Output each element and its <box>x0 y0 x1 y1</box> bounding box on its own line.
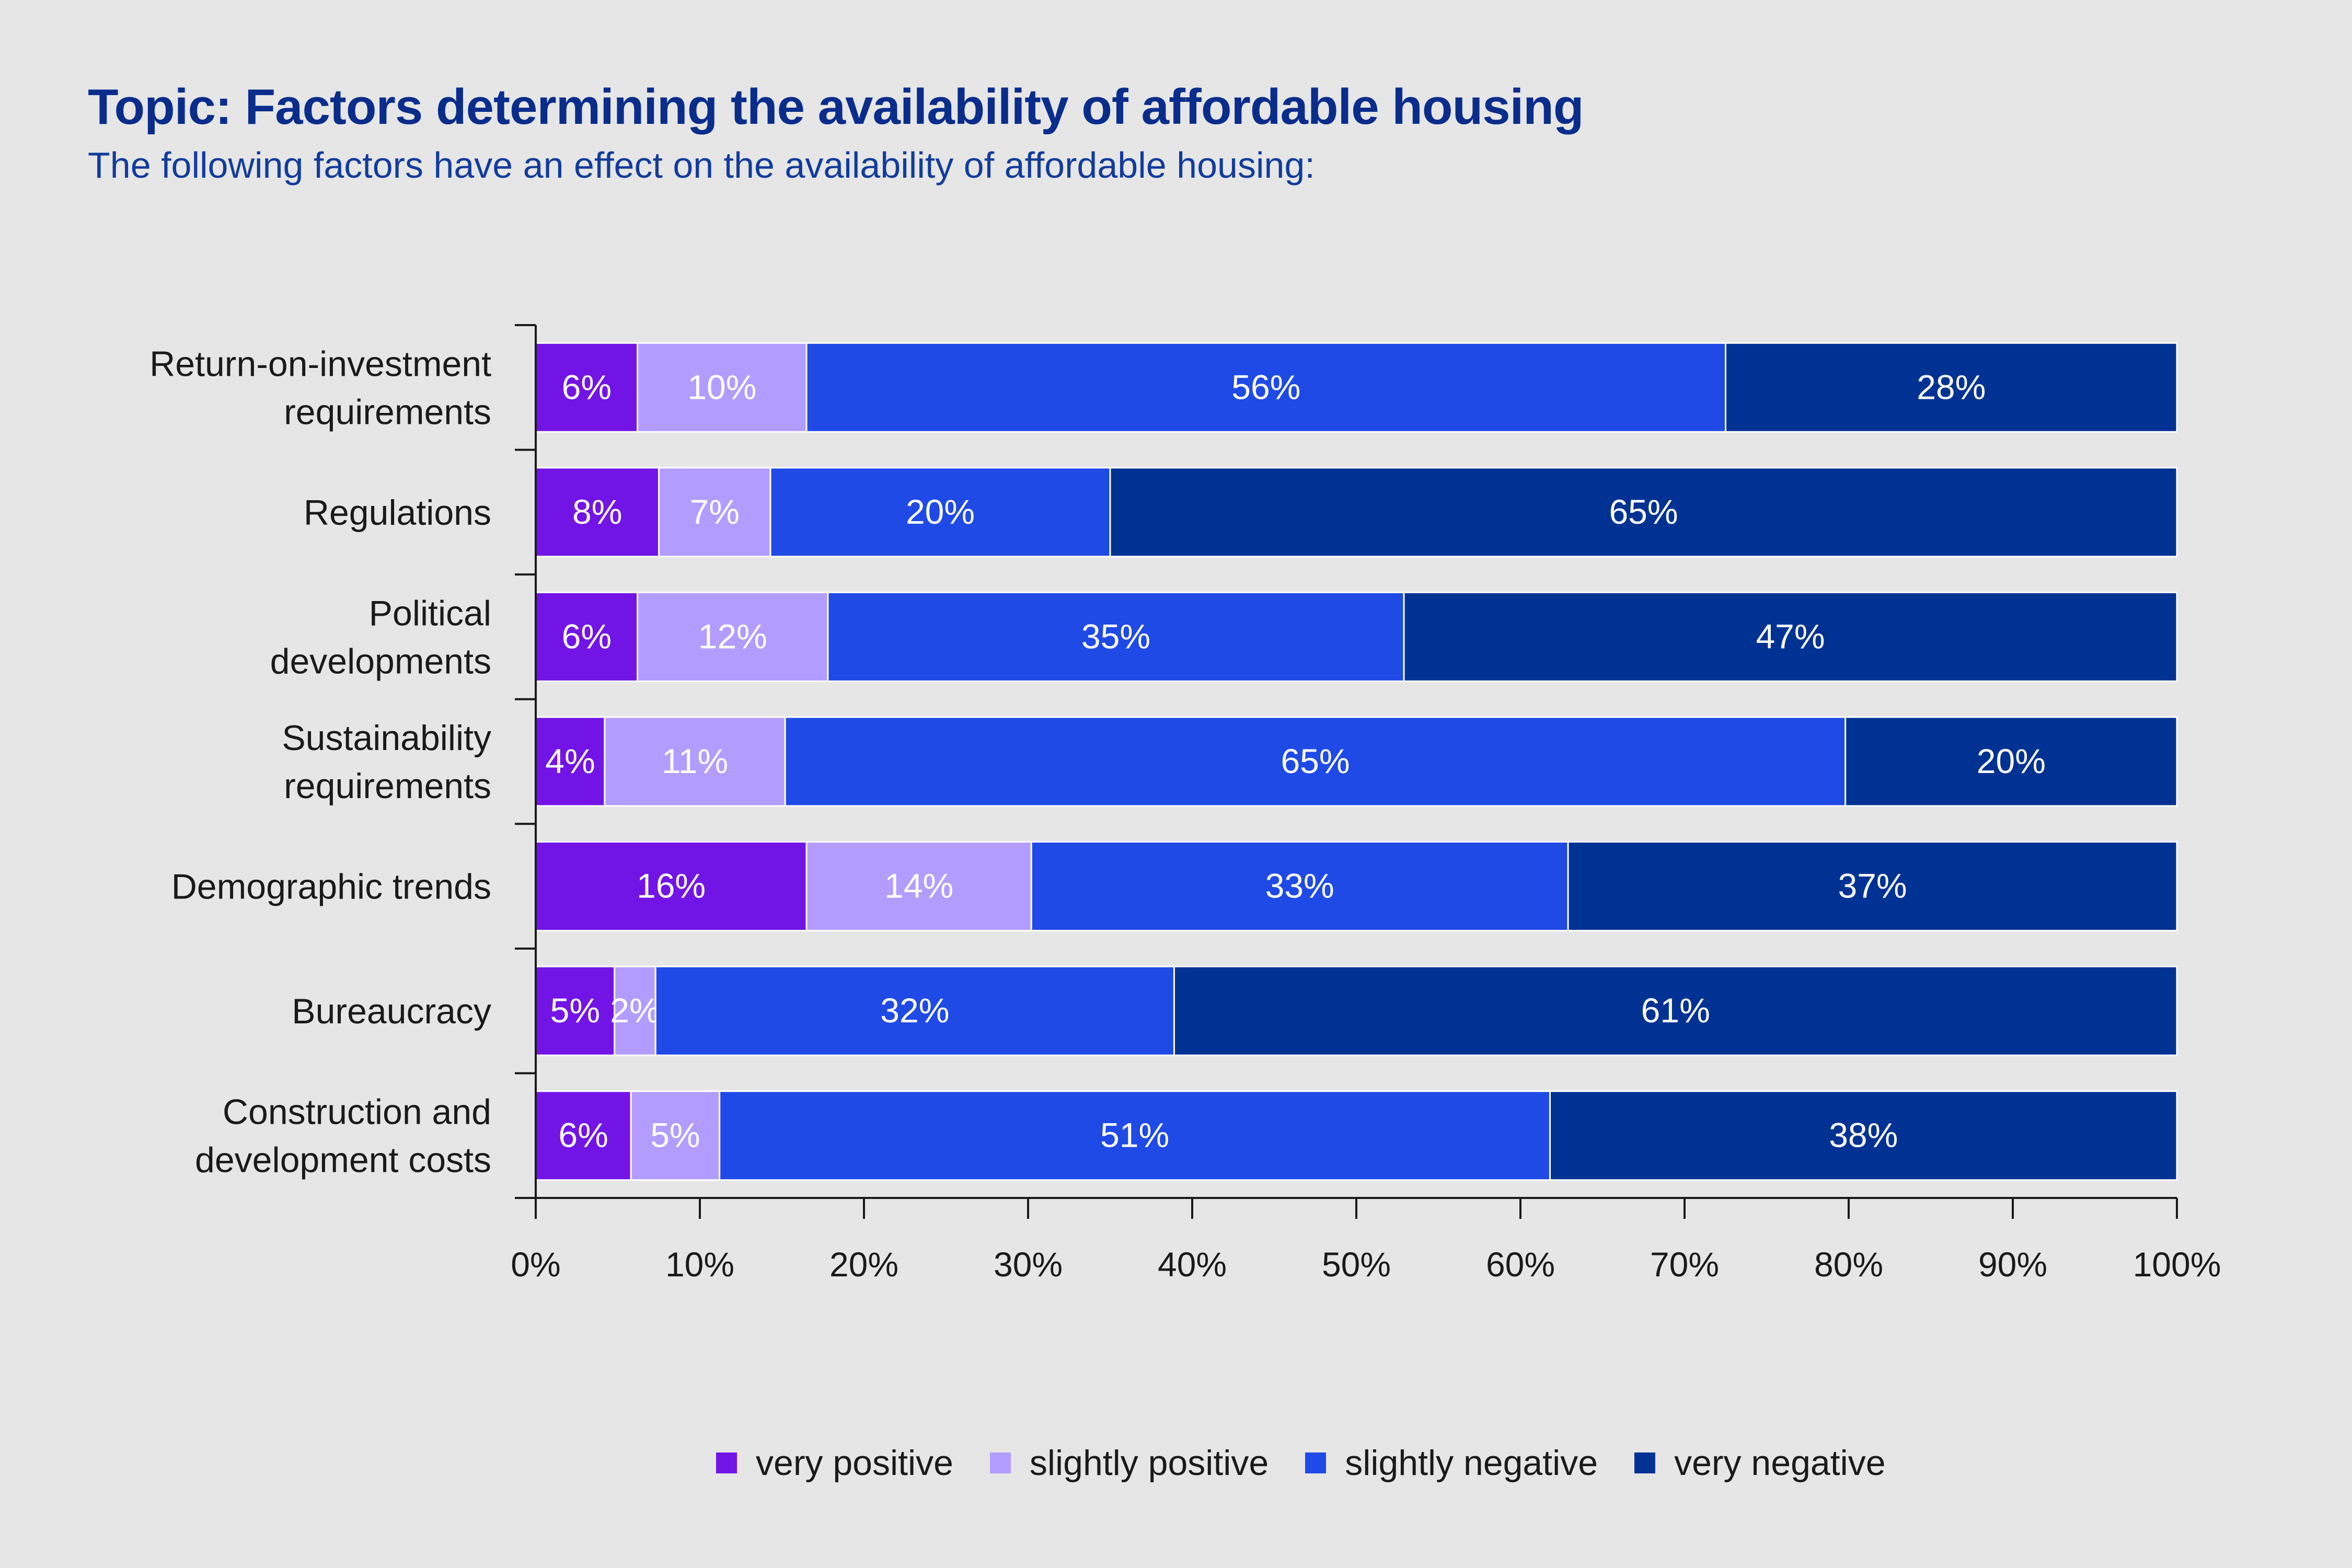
x-tick-label: 80% <box>1814 1245 1883 1284</box>
bar-segment <box>637 591 829 682</box>
legend-label: slightly positive <box>1029 1443 1269 1483</box>
legend-label: very negative <box>1674 1443 1886 1483</box>
legend-item-slightly-negative: slightly negative <box>1305 1443 1598 1483</box>
bar-segment <box>1549 1090 2178 1181</box>
chart-subtitle: The following factors have an effect on … <box>88 145 1315 186</box>
category-label: development costs <box>195 1140 491 1180</box>
data-label: 32% <box>880 991 949 1030</box>
x-tick-label: 90% <box>1978 1245 2047 1284</box>
category-label: Political <box>369 593 491 633</box>
data-label: 28% <box>1917 367 1986 406</box>
data-label: 2% <box>610 991 660 1030</box>
x-tick-label: 50% <box>1322 1245 1391 1284</box>
bar-segment <box>535 591 639 682</box>
legend-item-very-negative: very negative <box>1634 1443 1886 1483</box>
data-label: 20% <box>906 492 975 531</box>
legend-swatch <box>989 1452 1011 1473</box>
x-tick-label: 30% <box>994 1245 1063 1284</box>
x-tick-label: 40% <box>1158 1245 1227 1284</box>
data-label: 47% <box>1756 617 1825 655</box>
legend-item-slightly-positive: slightly positive <box>989 1443 1269 1483</box>
data-label: 5% <box>650 1116 700 1155</box>
x-tick-label: 10% <box>665 1245 734 1284</box>
category-label: Sustainability <box>282 718 491 758</box>
category-label: Bureaucracy <box>292 991 491 1031</box>
category-label: developments <box>270 641 491 681</box>
data-label: 16% <box>637 867 706 905</box>
bar-segment <box>1403 591 2178 682</box>
bar-segment <box>805 841 1032 932</box>
data-label: 33% <box>1265 867 1334 905</box>
bar-segment <box>604 716 786 807</box>
data-label: 20% <box>1977 742 2046 780</box>
legend-item-very-positive: very positive <box>716 1443 953 1483</box>
data-label: 14% <box>884 867 953 905</box>
legend-label: slightly negative <box>1345 1443 1598 1483</box>
data-label: 7% <box>690 492 740 531</box>
bar-segment <box>630 1090 721 1181</box>
data-label: 65% <box>1609 492 1678 531</box>
bar-segment <box>535 841 808 932</box>
x-tick-label: 0% <box>511 1245 560 1284</box>
category-label: requirements <box>284 766 491 806</box>
data-label: 6% <box>558 1116 608 1155</box>
bar-segment <box>827 591 1405 682</box>
data-label: 56% <box>1231 367 1300 406</box>
bar-segment <box>719 1090 1551 1181</box>
data-label: 6% <box>562 617 612 655</box>
chart-title: Topic: Factors determining the availabil… <box>88 79 1584 135</box>
category-label: Return-on-investment <box>149 344 491 384</box>
data-label: 6% <box>562 367 612 406</box>
data-label: 11% <box>662 742 728 780</box>
data-label: 35% <box>1081 617 1150 655</box>
bar-segment <box>769 467 1111 558</box>
bar-segment <box>1173 965 2178 1056</box>
legend-swatch <box>716 1452 737 1473</box>
bar-segment <box>535 467 660 558</box>
bar-segment <box>1844 716 2178 807</box>
bar-segment <box>535 342 639 433</box>
x-tick-label: 60% <box>1486 1245 1555 1284</box>
x-tick-label: 70% <box>1650 1245 1719 1284</box>
bar-segment <box>1567 841 2178 932</box>
data-label: 8% <box>572 492 622 531</box>
x-tick-label: 100% <box>2133 1245 2221 1284</box>
data-label: 51% <box>1100 1116 1169 1155</box>
bar-segment <box>535 716 606 807</box>
legend-swatch <box>1305 1452 1327 1473</box>
data-label: 12% <box>698 617 767 655</box>
category-label: Demographic trends <box>171 867 491 907</box>
data-label: 61% <box>1641 991 1710 1030</box>
bar-segment <box>805 342 1726 433</box>
data-label: 5% <box>550 991 600 1030</box>
x-tick-label: 20% <box>829 1245 898 1284</box>
bar-segment <box>654 965 1175 1056</box>
legend-label: very positive <box>756 1443 953 1483</box>
data-label: 4% <box>545 742 595 780</box>
category-label: requirements <box>284 392 491 432</box>
data-label: 65% <box>1281 742 1350 780</box>
legend: very positive slightly positive slightly… <box>716 1443 1922 1483</box>
legend-swatch <box>1634 1452 1656 1473</box>
bar-segment <box>658 467 771 558</box>
bar-segment <box>1109 467 2178 558</box>
category-label: Regulations <box>304 493 491 533</box>
data-label: 37% <box>1838 867 1907 905</box>
bar-segment <box>1725 342 2178 433</box>
bar-segment <box>535 965 616 1056</box>
category-label: Construction and <box>223 1092 491 1132</box>
data-label: 10% <box>687 367 756 406</box>
data-label: 38% <box>1829 1116 1898 1155</box>
